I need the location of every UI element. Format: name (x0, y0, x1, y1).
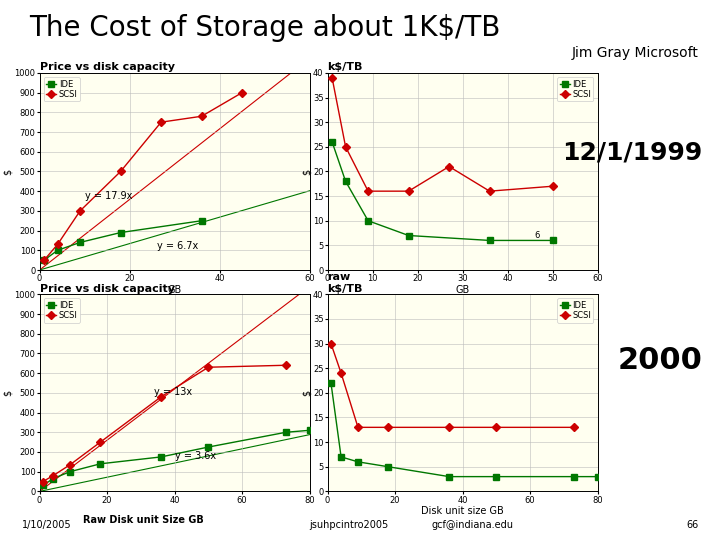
Text: y = 6.7x: y = 6.7x (157, 241, 198, 251)
SCSI (445, 163, 454, 170)
IDE (76, 239, 84, 246)
IDE (327, 380, 336, 386)
SCSI (549, 183, 557, 190)
IDE (49, 475, 58, 482)
SCSI (328, 75, 336, 81)
Text: Jim Gray Microsoft: Jim Gray Microsoft (572, 46, 698, 60)
Y-axis label: $: $ (3, 168, 13, 174)
SCSI (157, 394, 166, 400)
SCSI (405, 188, 413, 194)
SCSI (282, 362, 290, 368)
IDE (96, 461, 104, 467)
Y-axis label: $: $ (302, 168, 312, 174)
SCSI (53, 241, 62, 248)
IDE (197, 218, 206, 224)
SCSI (76, 207, 84, 214)
SCSI (157, 119, 166, 125)
IDE (570, 474, 578, 480)
IDE (445, 474, 454, 480)
Text: raw
k$/TB: raw k$/TB (328, 272, 363, 294)
Text: k$/TB: k$/TB (328, 62, 363, 72)
IDE (40, 257, 48, 264)
IDE (282, 429, 290, 435)
Legend: IDE, SCSI: IDE, SCSI (557, 77, 593, 102)
IDE (39, 482, 48, 489)
Text: y = 3.6x: y = 3.6x (174, 451, 216, 461)
IDE (384, 463, 392, 470)
SCSI (40, 257, 48, 264)
SCSI (485, 188, 494, 194)
Text: 2000: 2000 (617, 346, 702, 375)
IDE (549, 237, 557, 244)
SCSI (364, 188, 372, 194)
IDE (341, 178, 350, 185)
SCSI (96, 439, 104, 446)
X-axis label: GB: GB (456, 285, 469, 294)
Line: SCSI: SCSI (41, 90, 245, 263)
SCSI (39, 478, 48, 485)
IDE (328, 139, 336, 145)
SCSI (66, 462, 74, 468)
Legend: IDE, SCSI: IDE, SCSI (44, 77, 80, 102)
SCSI (570, 424, 578, 430)
SCSI (445, 424, 454, 430)
IDE (117, 230, 125, 236)
Legend: IDE, SCSI: IDE, SCSI (44, 299, 80, 323)
X-axis label: GB: GB (168, 285, 181, 294)
Text: gcf@indiana.edu: gcf@indiana.edu (432, 520, 514, 530)
Text: 12/1/1999: 12/1/1999 (562, 140, 702, 164)
IDE (485, 237, 494, 244)
Line: SCSI: SCSI (329, 75, 555, 194)
Text: y = 13x: y = 13x (154, 387, 192, 397)
X-axis label: Disk unit size GB: Disk unit size GB (421, 506, 504, 516)
IDE (492, 474, 500, 480)
SCSI (341, 144, 350, 150)
Text: Raw Disk unit Size GB: Raw Disk unit Size GB (83, 515, 204, 525)
Y-axis label: $: $ (3, 390, 13, 396)
SCSI (327, 340, 336, 347)
Line: SCSI: SCSI (328, 341, 577, 430)
Text: Price vs disk capacity: Price vs disk capacity (40, 62, 174, 72)
Legend: IDE, SCSI: IDE, SCSI (557, 299, 593, 323)
Text: Price vs disk capacity: Price vs disk capacity (40, 284, 174, 294)
IDE (337, 454, 346, 460)
Text: 66: 66 (686, 520, 698, 530)
Y-axis label: $: $ (302, 390, 312, 396)
Text: The Cost of Storage about 1K$/TB: The Cost of Storage about 1K$/TB (29, 14, 500, 42)
Line: SCSI: SCSI (40, 362, 289, 484)
IDE (53, 247, 62, 254)
SCSI (384, 424, 392, 430)
SCSI (204, 364, 212, 370)
Text: jsuhpcintro2005: jsuhpcintro2005 (310, 520, 389, 530)
IDE (204, 444, 212, 450)
IDE (157, 454, 166, 460)
SCSI (49, 472, 58, 479)
IDE (66, 468, 74, 475)
Line: IDE: IDE (328, 380, 600, 480)
Line: IDE: IDE (40, 428, 312, 488)
IDE (405, 232, 413, 239)
IDE (305, 427, 314, 434)
SCSI (354, 424, 362, 430)
IDE (354, 458, 362, 465)
IDE (593, 474, 602, 480)
Text: 6: 6 (534, 231, 540, 240)
Text: 1/10/2005: 1/10/2005 (22, 520, 71, 530)
Line: IDE: IDE (41, 218, 204, 263)
SCSI (492, 424, 500, 430)
IDE (364, 218, 372, 224)
SCSI (197, 113, 206, 119)
SCSI (238, 89, 246, 96)
SCSI (117, 168, 125, 175)
Line: IDE: IDE (329, 139, 555, 243)
SCSI (337, 370, 346, 376)
Text: y = 17.9x: y = 17.9x (85, 191, 132, 201)
